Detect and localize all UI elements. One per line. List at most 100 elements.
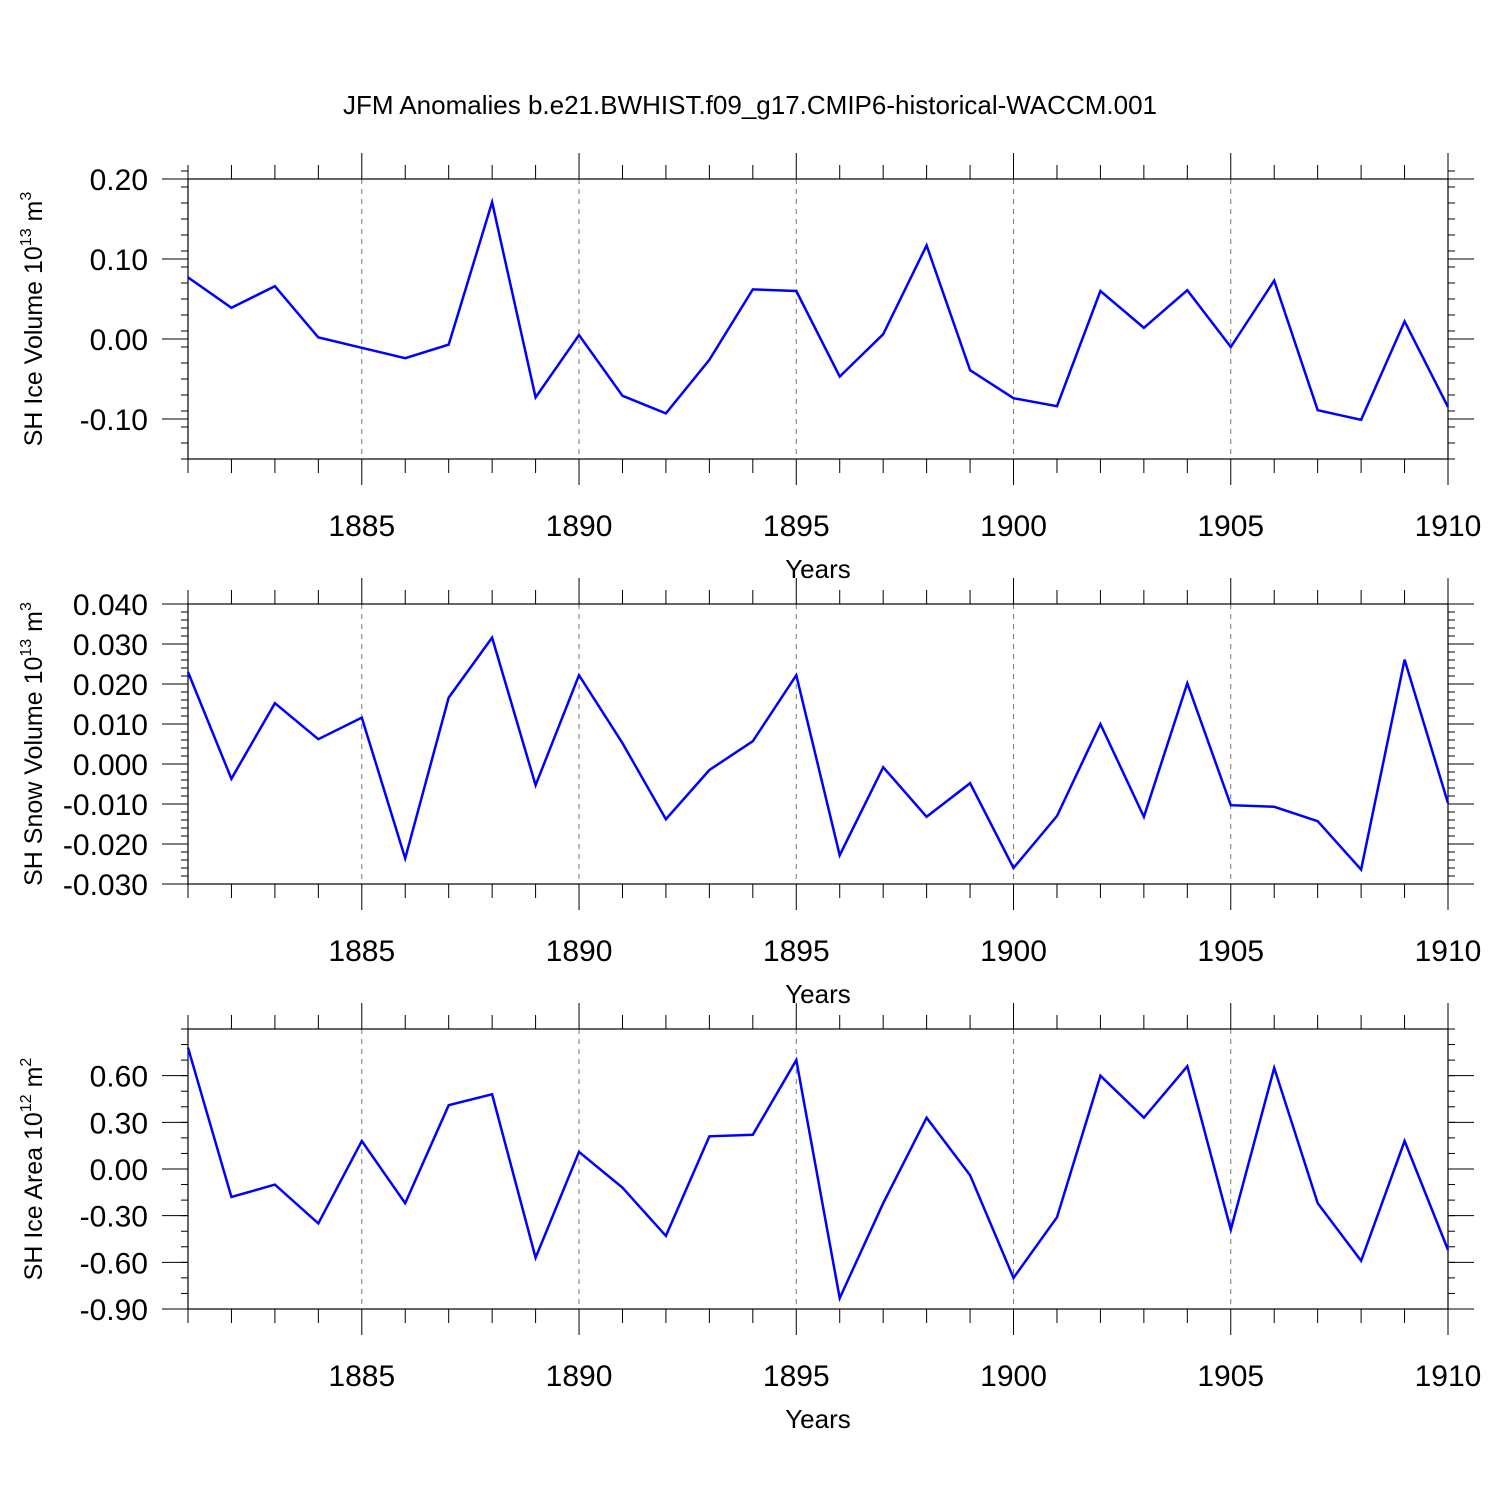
data-point	[1056, 815, 1058, 817]
y-tick-label: 0.00	[90, 1154, 148, 1187]
data-point	[230, 307, 232, 309]
data-point	[969, 1174, 971, 1176]
y-axis-title: SH Ice Volume 1013 m3	[18, 192, 48, 447]
data-point	[187, 671, 189, 673]
data-point	[1273, 1067, 1275, 1069]
data-point	[491, 201, 493, 203]
x-tick-label: 1885	[328, 935, 395, 968]
data-point	[578, 334, 580, 336]
data-point	[1099, 1074, 1101, 1076]
y-tick-label: 0.000	[73, 749, 148, 782]
data-point	[361, 347, 363, 349]
x-tick-label: 1890	[546, 935, 613, 968]
data-point	[1403, 658, 1405, 660]
data-point	[1143, 327, 1145, 329]
y-tick-label: 0.20	[90, 164, 148, 197]
data-point	[1447, 802, 1449, 804]
data-point	[1099, 723, 1101, 725]
data-point	[491, 636, 493, 638]
x-tick-label: 1890	[546, 1360, 613, 1393]
data-point	[1186, 1065, 1188, 1067]
y-axis-title: SH Snow Volume 1013 m3	[18, 602, 48, 886]
data-point	[1360, 868, 1362, 870]
data-point	[665, 412, 667, 414]
data-point	[708, 1135, 710, 1137]
y-tick-label: -0.020	[63, 829, 148, 862]
x-tick-label: 1910	[1415, 935, 1482, 968]
data-point	[1273, 279, 1275, 281]
data-point	[795, 290, 797, 292]
y-tick-label: -0.90	[80, 1294, 148, 1327]
y-tick-label: 0.00	[90, 324, 148, 357]
x-tick-label: 1895	[763, 935, 830, 968]
data-point	[795, 1059, 797, 1061]
y-axis-title: SH Ice Area 1012 m2	[18, 1058, 48, 1281]
x-tick-label: 1910	[1415, 510, 1482, 543]
data-point	[795, 674, 797, 676]
data-point	[447, 343, 449, 345]
x-tick-label: 1890	[546, 510, 613, 543]
data-point	[1012, 397, 1014, 399]
data-point	[1360, 419, 1362, 421]
data-point	[1230, 804, 1232, 806]
panels-container: -0.10 0.00 0.10 0.20 1885 1890 1895 1900 1905 191…	[18, 153, 1481, 1434]
data-point	[1447, 1249, 1449, 1251]
data-point	[404, 857, 406, 859]
data-point	[534, 784, 536, 786]
data-point	[1403, 1140, 1405, 1142]
plot-frame	[187, 1028, 1449, 1310]
data-point	[665, 818, 667, 820]
x-tick-label: 1905	[1197, 510, 1264, 543]
data-point	[187, 1046, 189, 1048]
y-tick-label: 0.010	[73, 709, 148, 742]
chart-title: JFM Anomalies b.e21.BWHIST.f09_g17.CMIP6…	[343, 90, 1157, 120]
data-point	[665, 1235, 667, 1237]
x-tick-label: 1900	[980, 1360, 1047, 1393]
plot-frame	[187, 178, 1449, 460]
panel-ice_volume: -0.10 0.00 0.10 0.20 1885 1890 1895 1900 1905 191…	[18, 153, 1481, 584]
data-point	[882, 766, 884, 768]
x-tick-label: 1900	[980, 510, 1047, 543]
x-tick-label: 1910	[1415, 1360, 1482, 1393]
data-point	[534, 396, 536, 398]
data-point	[491, 1093, 493, 1095]
data-point	[230, 778, 232, 780]
data-point	[752, 288, 754, 290]
data-point	[839, 1297, 841, 1299]
y-tick-label: -0.30	[80, 1201, 148, 1234]
y-tick-label: -0.010	[63, 789, 148, 822]
x-tick-label: 1900	[980, 935, 1047, 968]
data-point	[1447, 406, 1449, 408]
data-point	[1012, 867, 1014, 869]
data-point	[752, 740, 754, 742]
series-line-ice_volume	[187, 197, 1450, 422]
data-point	[621, 742, 623, 744]
data-point	[1273, 806, 1275, 808]
data-point	[1360, 1260, 1362, 1262]
y-tick-label: 0.020	[73, 669, 148, 702]
data-point	[708, 359, 710, 361]
data-point	[317, 336, 319, 338]
data-point	[361, 716, 363, 718]
data-point	[1012, 1277, 1014, 1279]
x-axis-title: Years	[785, 1404, 851, 1434]
data-point	[1186, 289, 1188, 291]
data-point	[361, 1140, 363, 1142]
series-line-snow_volume	[186, 634, 1450, 873]
x-tick-label: 1895	[763, 510, 830, 543]
data-point	[1186, 682, 1188, 684]
data-point	[1143, 816, 1145, 818]
data-point	[882, 333, 884, 335]
plot-frame	[187, 603, 1449, 885]
y-tick-label: 0.040	[73, 589, 148, 622]
y-tick-label: -0.030	[63, 869, 148, 902]
x-axis-title: Years	[785, 554, 851, 584]
data-point	[969, 369, 971, 371]
data-point	[317, 738, 319, 740]
data-point	[534, 1256, 536, 1258]
data-point	[1230, 346, 1232, 348]
data-point	[1316, 409, 1318, 411]
data-point	[925, 1116, 927, 1118]
data-point	[1143, 1116, 1145, 1118]
